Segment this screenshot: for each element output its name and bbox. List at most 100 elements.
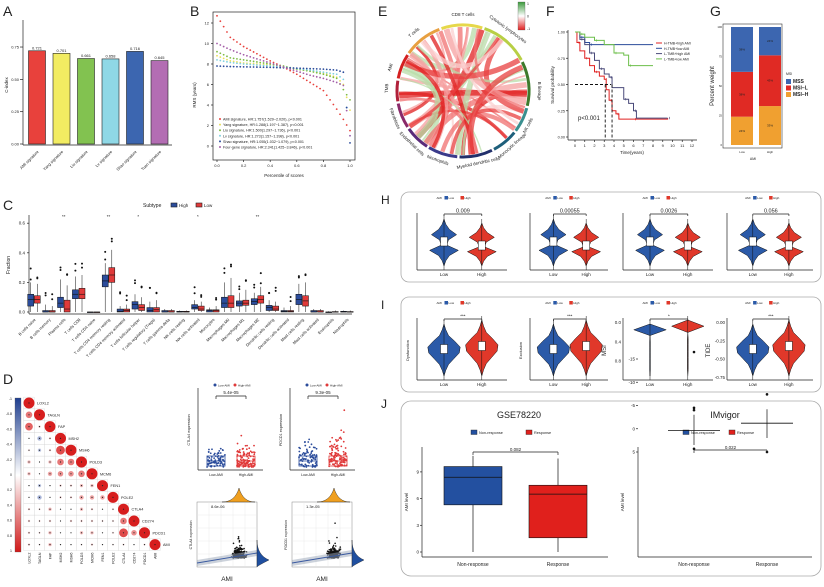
- g-stacked-bar-segment: [731, 27, 753, 72]
- d-significance-dot: [38, 520, 41, 522]
- d-box-point: [342, 450, 345, 453]
- d-box-point: [252, 459, 255, 461]
- b-x-tick-label: 0.2: [241, 163, 247, 168]
- d-scatter-point: [338, 548, 341, 551]
- b-x-tick-label: 0.4: [267, 163, 273, 168]
- d-box-point: [213, 457, 216, 460]
- g-x-axis-label: AMI: [750, 157, 756, 161]
- d-box-point: [246, 452, 249, 455]
- d-box-point: [247, 457, 250, 460]
- d-scatter-point: [234, 547, 236, 550]
- a-category-label: Liu signature: [69, 149, 89, 169]
- d-box-legend-high: [325, 383, 329, 387]
- e-node-label: B lineage: [537, 82, 542, 101]
- f-legend-label: H-TMB+high AMI: [664, 42, 691, 46]
- c-outlier: [259, 272, 262, 275]
- d-gene-label-bottom: TAGLN: [38, 552, 42, 564]
- legend-swatch-high: [460, 196, 464, 200]
- c-outlier: [119, 292, 122, 295]
- d-gene-label-bottom: LOXL2: [27, 553, 31, 564]
- violin-inner-box: [749, 344, 757, 354]
- e-chord-link: [400, 77, 483, 153]
- g-segment-label: 38%: [739, 47, 745, 51]
- d-box-y-axis-label: CTLA4 expression: [187, 414, 191, 445]
- b-series-point: [322, 89, 325, 92]
- d-box-point: [250, 466, 253, 468]
- d-significance-dot: [49, 449, 51, 451]
- d-significance-dot: [49, 532, 51, 534]
- b-series-point: [305, 79, 308, 82]
- b-series-point: [246, 66, 248, 68]
- c-legend-label: High: [179, 203, 189, 208]
- b-x-tick-label: 0.0: [214, 163, 220, 168]
- significance-label: ***: [460, 314, 466, 319]
- b-series-point: [315, 85, 318, 88]
- d-significance-dot: [91, 473, 93, 475]
- g-legend-swatch: [786, 79, 791, 84]
- c-box: [146, 307, 154, 313]
- c-significance: *: [197, 214, 199, 219]
- b-series-point: [292, 69, 295, 72]
- d-scatter-point: [334, 549, 337, 551]
- d-significance-dot: [38, 426, 41, 428]
- f-legend-label: L-TMB+low AMI: [664, 57, 689, 61]
- b-x-axis-label: Percentile of scores: [264, 173, 304, 178]
- c-outlier: [51, 293, 54, 296]
- b-series-point: [322, 77, 325, 80]
- j-legend-label: Non-response: [691, 431, 715, 435]
- d-significance-dot: [28, 437, 30, 439]
- d-significance-dot: [70, 532, 72, 534]
- d-significance-dot: [70, 473, 72, 475]
- b-series-point: [249, 63, 252, 66]
- b-y-tick-label: 2: [207, 123, 210, 128]
- b-series-point: [252, 66, 255, 68]
- b-series-point: [329, 79, 331, 82]
- b-series-point: [226, 47, 228, 50]
- b-series-point: [242, 63, 245, 65]
- b-series-point: [295, 67, 298, 69]
- c-outlier: [274, 286, 277, 289]
- b-series-point: [252, 63, 255, 66]
- b-series-point: [289, 68, 292, 71]
- d-box-p-value: 5.4e-05: [223, 390, 239, 395]
- d-box-point: [217, 451, 220, 454]
- d-box-point: [300, 463, 303, 466]
- legend-label: Low: [557, 301, 563, 305]
- b-series-point: [329, 68, 331, 71]
- d-scatter-marginal-density-y: [256, 539, 270, 568]
- d-scatter-point: [339, 546, 342, 548]
- g-legend-label: MSS: [793, 79, 805, 85]
- d-gene-label-diagonal: FAP: [58, 425, 66, 429]
- d-scatter-marginal-density-x: [221, 487, 256, 503]
- d-gene-label-diagonal: MSH2: [69, 437, 80, 441]
- d-significance-dot: [70, 496, 72, 498]
- category-label: High: [477, 272, 487, 277]
- e-chord-link: [408, 27, 470, 127]
- d-box-point: [344, 447, 347, 449]
- j-y-axis-label: AMI level: [620, 493, 625, 512]
- b-series-point: [312, 67, 315, 70]
- b-series-point: [342, 88, 345, 91]
- b-series-point: [272, 66, 275, 69]
- d-significance-dot: [59, 520, 62, 522]
- c-y-axis-label: Fraction: [6, 256, 12, 274]
- legend-title: AMI: [745, 301, 751, 305]
- panel-label-d: D: [3, 371, 13, 387]
- d-box-point: [245, 448, 248, 451]
- b-legend-marker: [219, 146, 221, 148]
- legend-title: AMI: [643, 301, 649, 305]
- c-legend-label: Low: [204, 203, 213, 208]
- c-legend-title: Subtype: [143, 203, 162, 209]
- legend-swatch-low: [553, 301, 557, 305]
- d-box-point: [247, 460, 249, 463]
- b-series-point: [249, 49, 252, 52]
- b-x-tick-label: 1.0: [347, 163, 353, 168]
- b-series-point: [256, 66, 258, 68]
- legend-label: High: [773, 301, 780, 305]
- c-outlier: [148, 286, 151, 289]
- legend-label: High: [573, 301, 580, 305]
- significance-label: 0.00055: [560, 209, 580, 215]
- d-box-point: [332, 445, 334, 448]
- e-chord-sector: [396, 103, 409, 128]
- b-series-point: [319, 72, 321, 75]
